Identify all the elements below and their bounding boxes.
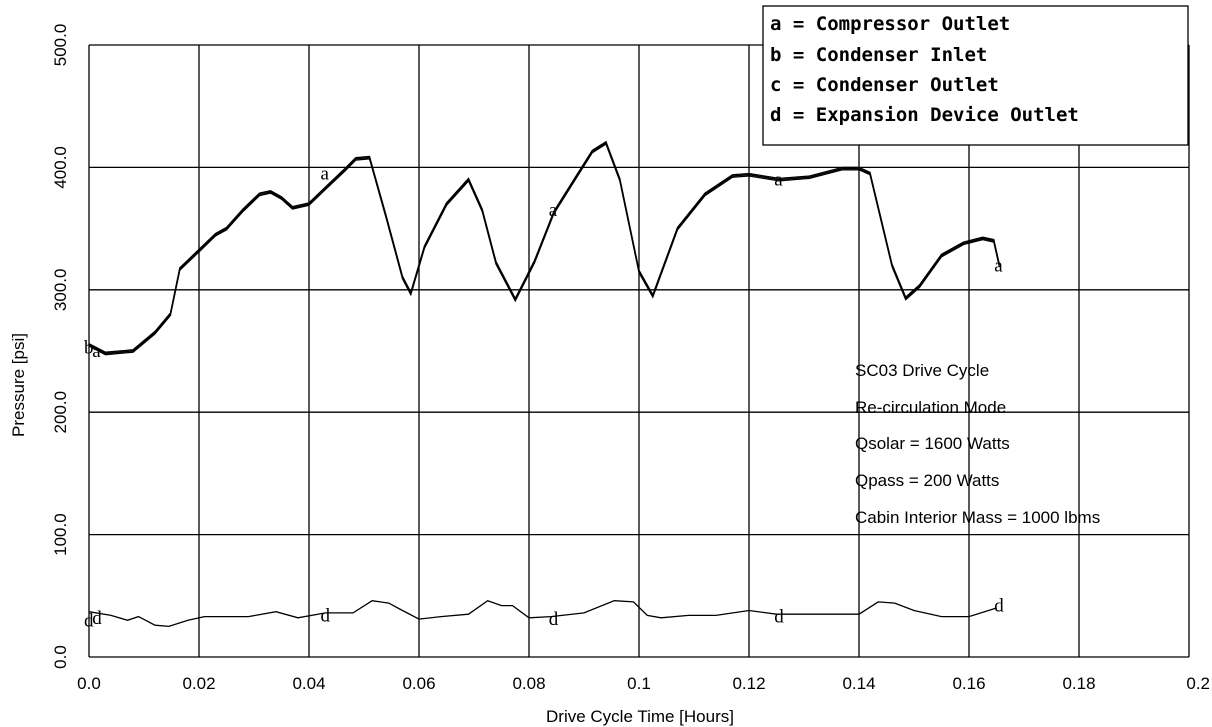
point-label-d: d [549, 609, 559, 630]
x-tick-labels: 0.0 0.02 0.04 0.06 0.08 0.1 0.12 0.14 0.16 0.18 0.… [77, 674, 1210, 693]
series-line-b [88, 140, 1000, 353]
legend-entry: a = Compressor Outlet [770, 13, 1010, 35]
annotation-line: Qsolar = 1600 Watts [855, 434, 1010, 453]
y-tick-label: 400.0 [51, 146, 70, 189]
x-tick-label: 0.0 [77, 674, 101, 693]
point-label-b: b [84, 337, 94, 358]
point-label-d: d [321, 605, 331, 626]
legend-box [762, 5, 1189, 146]
x-tick-label: 0.14 [842, 674, 875, 693]
point-label-a: a [774, 170, 783, 191]
x-tick-label: 0.16 [952, 674, 985, 693]
series-line-d [88, 599, 997, 628]
point-label-d: d [774, 607, 784, 628]
y-tick-label: 200.0 [51, 391, 70, 434]
series-line-c [88, 143, 1000, 356]
x-tick-label: 0.2 [1186, 674, 1210, 693]
x-tick-label: 0.18 [1062, 674, 1095, 693]
x-tick-label: 0.04 [292, 674, 325, 693]
x-axis-label: Drive Cycle Time [Hours] [546, 707, 734, 726]
series-lines [88, 140, 1000, 628]
annotation-line: SC03 Drive Cycle [855, 361, 989, 380]
point-label-d: d [84, 610, 94, 631]
x-tick-label: 0.06 [402, 674, 435, 693]
point-label-d: d [994, 596, 1004, 617]
annotation-block: SC03 Drive Cycle Re-circulation Mode Qso… [855, 361, 1100, 527]
y-tick-labels: 0.0 100.0 200.0 300.0 400.0 500.0 [51, 24, 70, 669]
annotation-line: Re-circulation Mode [855, 398, 1006, 417]
y-tick-label: 100.0 [51, 513, 70, 556]
point-label-a: a [549, 200, 558, 221]
grid-lines [88, 44, 1190, 658]
legend: a = Compressor Outlet b = Condenser Inle… [762, 5, 1189, 146]
y-tick-label: 300.0 [51, 269, 70, 312]
point-label-a: a [92, 341, 101, 362]
legend-entry: d = Expansion Device Outlet [770, 104, 1079, 126]
point-label-a: a [994, 255, 1003, 276]
x-tick-label: 0.08 [512, 674, 545, 693]
y-tick-label: 500.0 [51, 24, 70, 67]
legend-entry: b = Condenser Inlet [770, 44, 987, 66]
x-tick-label: 0.02 [182, 674, 215, 693]
y-tick-label: 0.0 [51, 645, 70, 669]
x-tick-label: 0.12 [732, 674, 765, 693]
point-label-d: d [92, 608, 102, 629]
y-axis-label: Pressure [psi] [9, 333, 28, 437]
point-label-a: a [321, 164, 330, 185]
x-tick-label: 0.1 [627, 674, 651, 693]
annotation-line: Qpass = 200 Watts [855, 471, 999, 490]
legend-entry: c = Condenser Outlet [770, 74, 999, 96]
annotation-line: Cabin Interior Mass = 1000 lbms [855, 508, 1100, 527]
series-line-a [88, 141, 1000, 355]
